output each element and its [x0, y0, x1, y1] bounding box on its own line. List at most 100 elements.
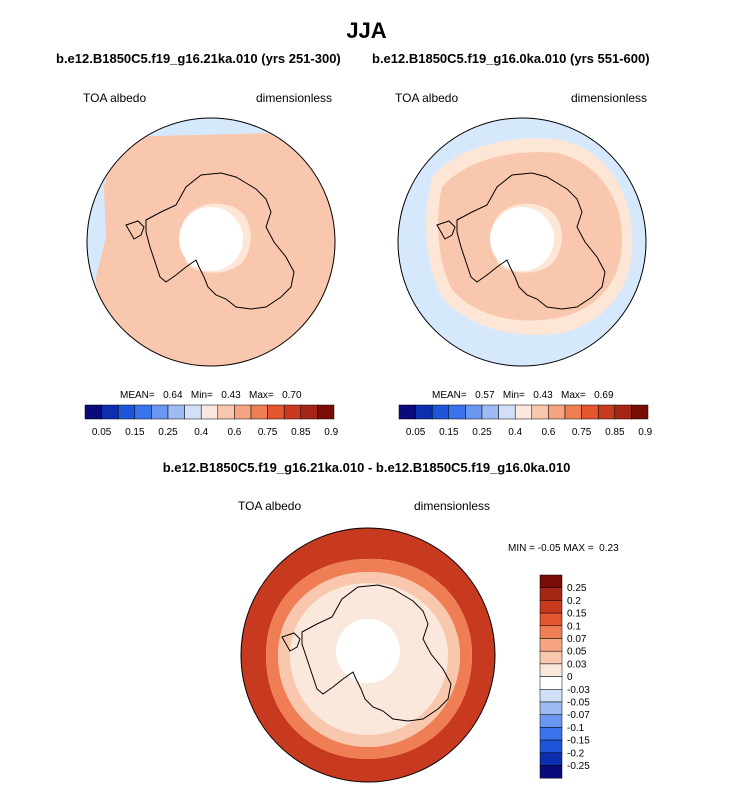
mean-value: 0.57 [475, 390, 495, 401]
colorbar-swatch [415, 404, 433, 420]
polar-hole [179, 207, 243, 271]
difference-title: b.e12.B1850C5.f19_g16.21ka.010 - b.e12.B… [162, 460, 571, 475]
left-units-label: dimensionless [256, 91, 333, 105]
map-border [397, 117, 647, 367]
colorbar-tick-label: -0.05 [567, 698, 590, 709]
min-value: 0.43 [221, 390, 241, 401]
colorbar-tick-label: 0.95 [324, 427, 338, 438]
right-variable-label: TOA albedo [395, 91, 459, 105]
colorbar-swatch [300, 404, 318, 420]
min-label: Min= [190, 390, 213, 401]
colorbar-swatch [539, 663, 563, 677]
colorbar-swatch [539, 727, 563, 741]
polar-hole [336, 619, 400, 683]
colorbar-swatch [398, 404, 416, 420]
colorbar-tick-label: -0.2 [567, 748, 585, 759]
colorbar-tick-label: -0.03 [567, 685, 590, 696]
diff-minmax: MIN = -0.05 MAX = 0.23 [508, 543, 619, 554]
max-value: 0.69 [594, 390, 614, 401]
colorbar-tick-label: 0.4 [194, 427, 208, 438]
map-border [86, 117, 336, 367]
coastline [456, 172, 606, 310]
colorbar-swatch [250, 404, 268, 420]
colorbar-tick-label: 0.95 [638, 427, 652, 438]
colorbar-swatch [539, 612, 563, 627]
coastline [301, 584, 452, 722]
colorbar-swatch [631, 404, 649, 420]
colorbar-swatch [539, 689, 563, 703]
colorbar-tick-label: 0.05 [406, 427, 426, 438]
colorbar-swatch [531, 404, 549, 420]
max-value: 0.23 [599, 543, 619, 554]
colorbar-swatch [539, 574, 563, 588]
colorbar-swatch [84, 404, 102, 420]
max-label: MAX = [563, 543, 594, 554]
right-units-label: dimensionless [571, 91, 648, 105]
page-title: JJA [346, 18, 387, 43]
colorbar-tick-label: -0.25 [567, 761, 590, 772]
colorbar-swatch [481, 404, 499, 420]
difference-polar-map [240, 527, 496, 783]
diff-variable-label: TOA albedo [238, 499, 302, 513]
colorbar-swatch [539, 638, 563, 652]
colorbar-tick-label: -0.15 [567, 736, 590, 747]
colorbar-swatch [539, 752, 563, 766]
colorbar-tick-label: 0.85 [605, 427, 625, 438]
colorbar-swatch [431, 404, 450, 420]
colorbar-swatch [184, 404, 202, 420]
min-label: MIN = [508, 543, 535, 554]
colorbar-tick-label: 0.03 [567, 659, 587, 670]
colorbar-swatch [317, 404, 335, 420]
diff-colorbar: 0.250.20.150.10.070.050.030-0.03-0.05-0.… [539, 574, 590, 779]
colorbar-swatch [498, 404, 516, 420]
colorbar-swatch [200, 404, 219, 420]
colorbar-tick-label: 0.75 [258, 427, 278, 438]
colorbar-swatch [465, 404, 483, 420]
colorbar-tick-label: -0.07 [567, 710, 590, 721]
colorbar-tick-label: 0.15 [125, 427, 145, 438]
colorbar-swatch [101, 404, 119, 420]
map-border [240, 527, 496, 783]
left-polar-map [86, 117, 336, 367]
colorbar-swatch [117, 404, 136, 420]
colorbar-tick-label: 0.15 [567, 609, 587, 620]
colorbar-swatch [539, 587, 563, 601]
colorbar-swatch [597, 404, 616, 420]
min-label: Min= [502, 390, 525, 401]
colorbar-tick-label: 0.6 [227, 427, 241, 438]
colorbar-tick-label: 0.05 [567, 647, 587, 658]
colorbar-tick-label: 0.15 [439, 427, 459, 438]
colorbar-swatch [448, 404, 466, 420]
left-variable-label: TOA albedo [83, 91, 147, 105]
left-panel-title: b.e12.B1850C5.f19_g16.21ka.010 (yrs 251-… [56, 51, 341, 66]
colorbar-swatch [539, 714, 563, 728]
colorbar-swatch [564, 404, 582, 420]
colorbar-swatch [539, 701, 563, 715]
colorbar-tick-label: -0.1 [567, 723, 585, 734]
coastline [145, 172, 295, 310]
colorbar-tick-label: 0.6 [541, 427, 555, 438]
left-colorbar: 0.05 0.15 0.25 0.4 0.6 0.75 0.85 0.95 [84, 404, 338, 438]
polar-hole [490, 207, 554, 271]
colorbar-swatch [581, 404, 599, 420]
right-polar-map [397, 117, 647, 367]
right-colorbar: 0.05 0.15 0.25 0.4 0.6 0.75 0.85 0.95 [398, 404, 652, 438]
max-value: 0.70 [282, 390, 302, 401]
colorbar-swatch [539, 650, 563, 665]
left-stats: MEAN= 0.64 Min= 0.43 Max= 0.70 [120, 390, 302, 401]
colorbar-swatch [539, 765, 563, 779]
colorbar-swatch [283, 404, 302, 420]
colorbar-swatch [548, 404, 566, 420]
colorbar-swatch [614, 404, 632, 420]
colorbar-swatch [151, 404, 169, 420]
right-stats: MEAN= 0.57 Min= 0.43 Max= 0.69 [432, 390, 614, 401]
max-label: Max= [249, 390, 274, 401]
min-value: -0.05 [537, 543, 561, 554]
colorbar-swatch [217, 404, 235, 420]
colorbar-tick-label: 0 [567, 672, 573, 683]
right-panel-title: b.e12.B1850C5.f19_g16.0ka.010 (yrs 551-6… [372, 51, 650, 66]
colorbar-swatch [514, 404, 533, 420]
mean-value: 0.64 [163, 390, 183, 401]
colorbar-tick-label: 0.25 [567, 583, 587, 594]
colorbar-tick-label: 0.1 [567, 621, 581, 632]
